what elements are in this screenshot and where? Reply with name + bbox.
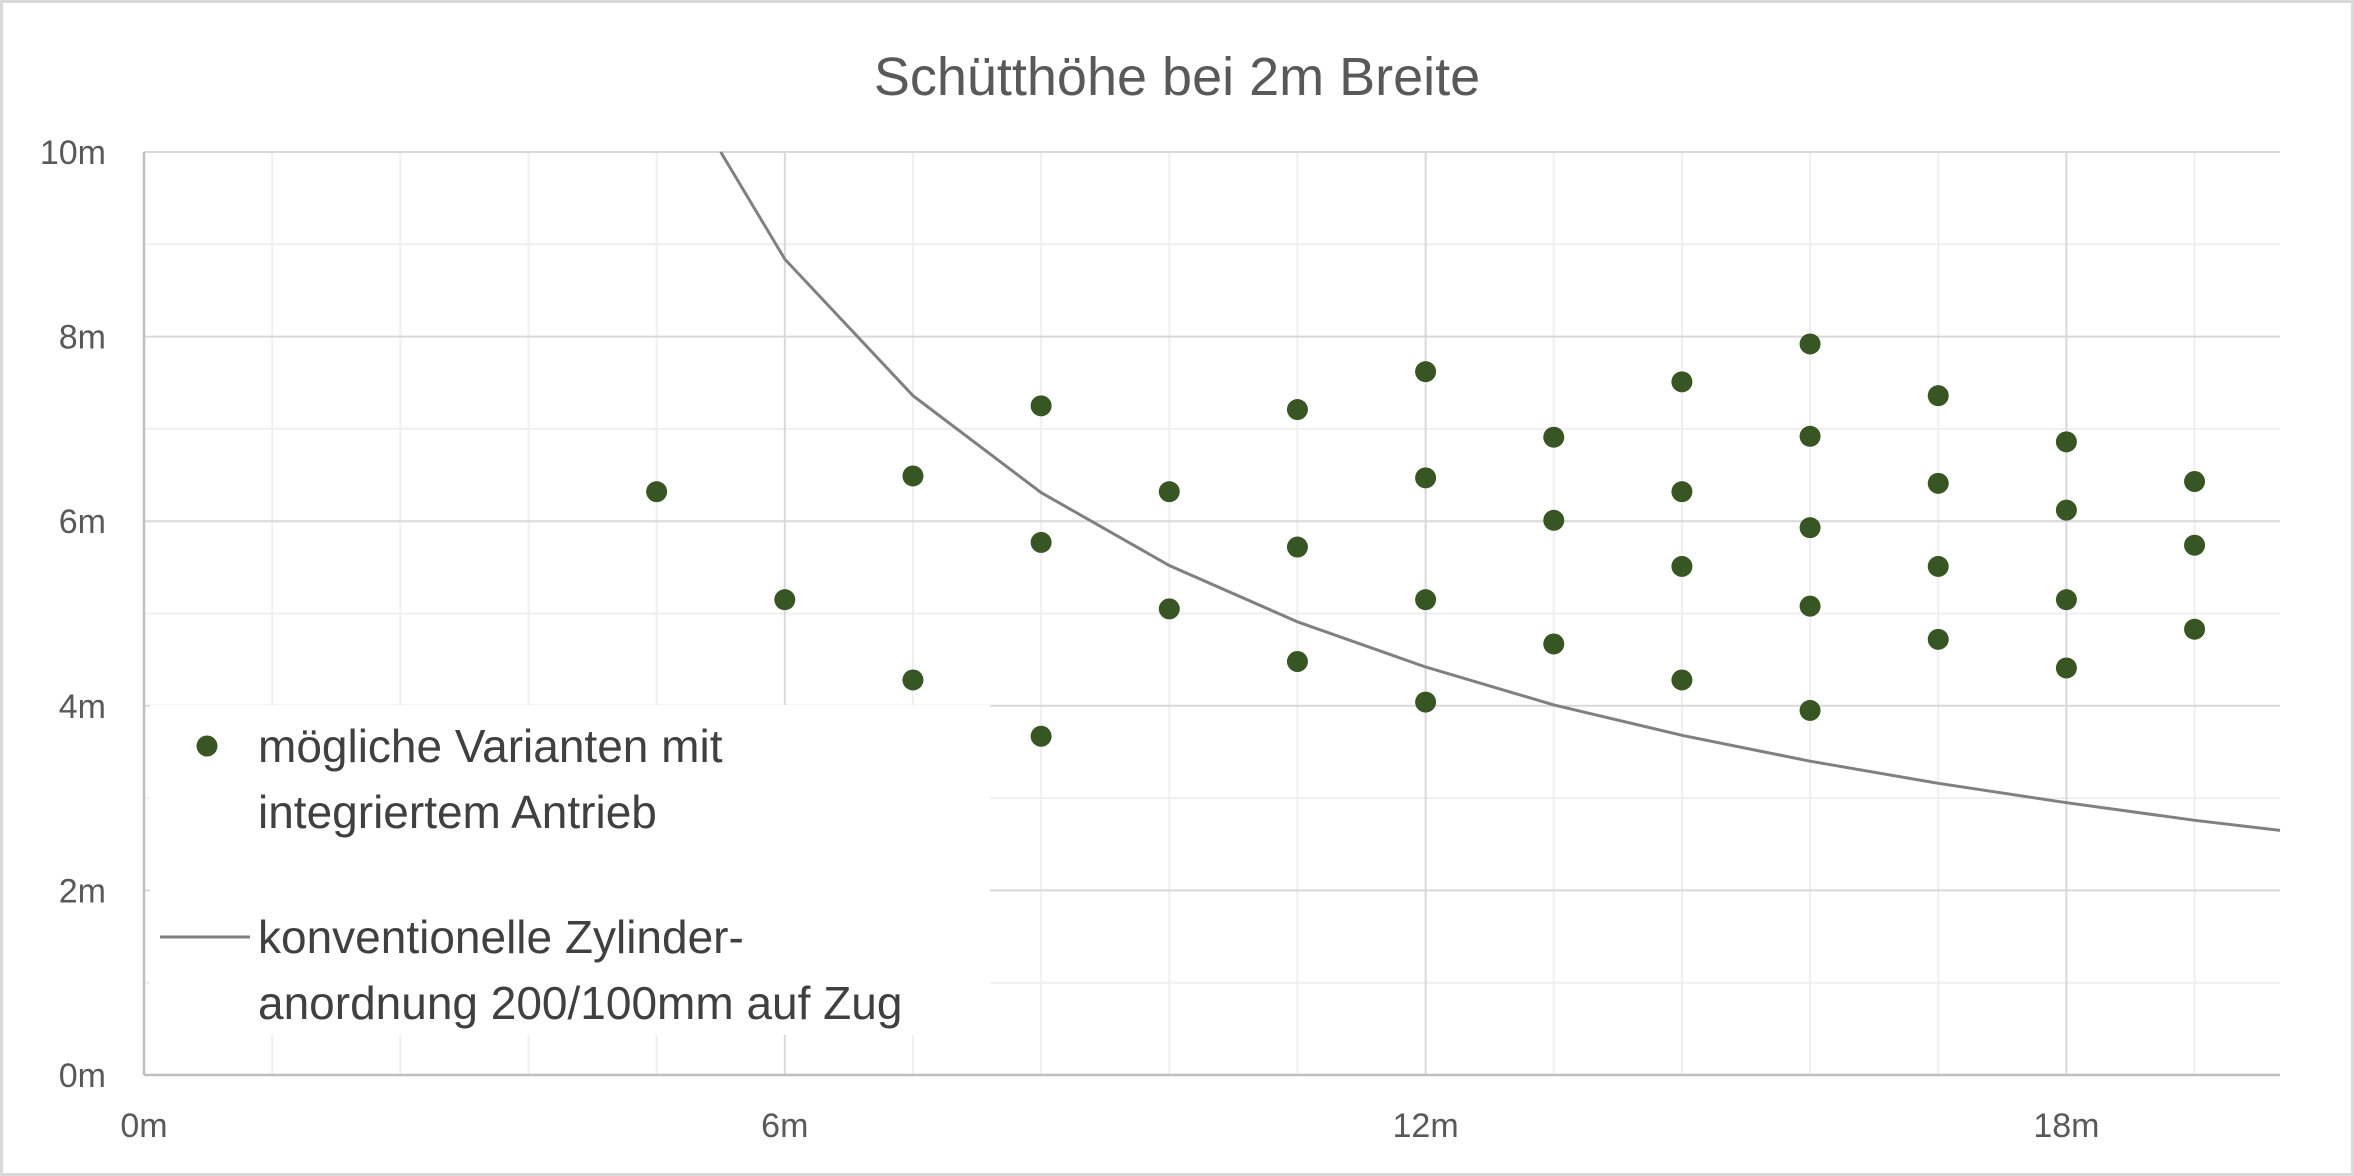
scatter-point (1543, 426, 1565, 448)
scatter-point (774, 589, 796, 611)
scatter-point (1799, 595, 1821, 617)
scatter-point (2184, 618, 2206, 640)
scatter-point (2055, 431, 2077, 453)
scatter-point (2055, 657, 2077, 679)
legend-label: integriertem Antrieb (258, 786, 657, 838)
axis-layer: 0m 2m 4m 6m 8m 10m 0m 6m 12m 18m (40, 134, 2280, 1145)
x-tick-label: 6m (761, 1107, 808, 1145)
scatter-point (1030, 395, 1052, 417)
legend-label: konventionelle Zylinder- (258, 911, 744, 963)
y-tick-label: 10m (40, 134, 106, 172)
scatter-point (1671, 481, 1693, 503)
scatter-point (1927, 628, 1949, 650)
scatter-point (1286, 536, 1308, 558)
scatter-point (1799, 699, 1821, 721)
x-tick-label: 18m (2033, 1107, 2099, 1145)
scatter-point (646, 481, 668, 503)
y-tick-label: 4m (59, 688, 106, 726)
scatter-point (1030, 725, 1052, 747)
scatter-point (902, 465, 924, 487)
scatter-point (1671, 555, 1693, 577)
scatter-point (1799, 425, 1821, 447)
scatter-point (1286, 650, 1308, 672)
series-layer (646, 151, 2281, 832)
scatter-point (2184, 534, 2206, 556)
legend: mögliche Varianten mit integriertem Antri… (150, 705, 990, 1035)
scatter-point (1158, 481, 1180, 503)
y-tick-label: 0m (59, 1057, 106, 1095)
y-tick-label: 2m (59, 872, 106, 910)
scatter-point (1799, 517, 1821, 539)
legend-marker-scatter (196, 735, 218, 757)
scatter-point (1415, 361, 1437, 383)
scatter-point (1927, 385, 1949, 407)
legend-label: mögliche Varianten mit (258, 720, 723, 772)
x-tick-label: 0m (120, 1107, 167, 1145)
scatter-point (1671, 371, 1693, 393)
scatter-point (1799, 333, 1821, 355)
y-tick-label: 6m (59, 503, 106, 541)
scatter-point (1543, 633, 1565, 655)
scatter-point (1030, 531, 1052, 553)
scatter-point (1158, 598, 1180, 620)
series-line-konventionelle-zylinderanordnung (719, 151, 2281, 832)
scatter-point (2184, 471, 2206, 493)
scatter-point (1543, 509, 1565, 531)
chart-title: Schütthöhe bei 2m Breite (874, 47, 1480, 107)
scatter-point (1286, 399, 1308, 421)
scatter-point (1927, 555, 1949, 577)
scatter-point (1671, 669, 1693, 691)
scatter-point (2055, 499, 2077, 521)
scatter-point (1415, 467, 1437, 489)
y-tick-label: 8m (59, 319, 106, 357)
scatter-point (1927, 472, 1949, 494)
scatter-point (902, 669, 924, 691)
x-tick-label: 12m (1393, 1107, 1459, 1145)
scatter-point (1415, 691, 1437, 713)
scatter-point (1415, 589, 1437, 611)
scatter-point (2055, 589, 2077, 611)
legend-label: anordnung 200/100mm auf Zug (258, 977, 902, 1029)
legend-background (150, 705, 990, 1035)
